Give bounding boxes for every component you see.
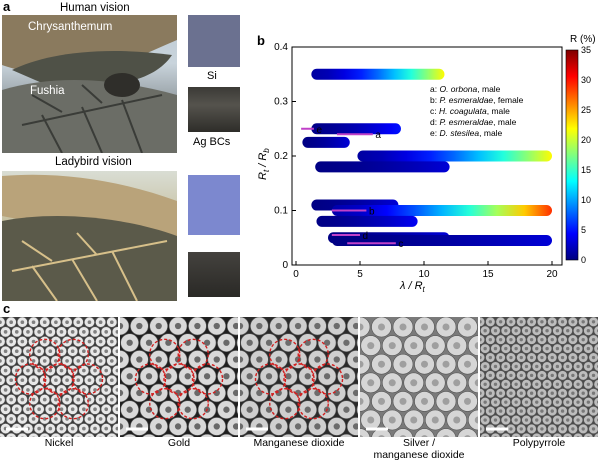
y-tick-label: 0 — [282, 260, 288, 271]
panel-a-label: a — [3, 0, 11, 14]
colorbar-tick-label: 10 — [581, 195, 591, 205]
legend-entry: a: O. orbona, male — [430, 84, 501, 94]
legend-entry: d: P. esmeraldae, male — [430, 117, 517, 127]
sem-tile — [360, 317, 478, 437]
legend-entry: b: P. esmeraldae, female — [430, 95, 524, 105]
sem-tile — [120, 317, 238, 437]
colorbar-tick-label: 25 — [581, 105, 591, 115]
caption-nickel: Nickel — [44, 437, 74, 449]
ag-bcs-label: Ag BCs — [193, 136, 231, 148]
reflectance-bar — [316, 215, 418, 227]
human-vision-leaves-photo — [2, 15, 177, 153]
si-sample-swatch — [188, 15, 240, 67]
caption-manganese-dioxide: Manganese dioxide — [253, 437, 345, 449]
y-tick-label: 0.2 — [274, 151, 288, 162]
colorbar-tick-label: 5 — [581, 225, 586, 235]
y-tick-label: 0.3 — [274, 97, 288, 108]
x-tick-label: 15 — [482, 269, 494, 280]
reflectance-bar — [331, 205, 552, 216]
colorbar-tick-label: 0 — [581, 255, 586, 265]
sem-tile — [240, 317, 358, 437]
sem-image-strip — [0, 317, 600, 437]
si-label: Si — [207, 70, 217, 82]
fushia-label: Fushia — [30, 85, 65, 97]
colorbar-tick-label: 35 — [581, 45, 591, 55]
colorbar-tick-label: 20 — [581, 135, 591, 145]
ag-bcs-ladybird-swatch — [188, 252, 240, 297]
species-marker-label: b — [369, 207, 375, 218]
y-tick-label: 0.1 — [274, 206, 288, 217]
sem-tile — [0, 317, 118, 437]
panel-c-label: c — [3, 301, 11, 316]
caption-gold: Gold — [167, 437, 191, 449]
caption-polypyrrole: Polypyrrole — [512, 437, 566, 449]
colorbar-tick-label: 15 — [581, 165, 591, 175]
colorbar-title: R (%) — [570, 34, 596, 45]
y-tick-label: 0.4 — [274, 42, 288, 53]
sem-tile — [480, 317, 598, 437]
ladybird-vision-leaves-photo — [2, 171, 177, 301]
legend-entry: c: H. coagulata, male — [430, 106, 510, 116]
reflectance-bar — [311, 123, 401, 135]
x-axis-label: λ / Rt — [399, 280, 426, 294]
species-marker-label: e — [316, 125, 322, 136]
reflectance-bar — [357, 150, 552, 162]
colorbar — [565, 49, 579, 261]
ag-bcs-sample-swatch — [188, 87, 240, 132]
species-marker-label: d — [363, 231, 369, 242]
x-tick-label: 0 — [293, 269, 299, 280]
x-tick-label: 20 — [546, 269, 558, 280]
panel-b-label: b — [257, 33, 265, 48]
reflectance-chart: a b c d e 0 5 10 15 20 0 0.1 0.2 0.3 0.4 a: O. orbon… — [257, 34, 596, 294]
reflectance-bar — [315, 161, 450, 173]
human-vision-title: Human vision — [60, 2, 130, 14]
caption-silver-line1: Silver / — [402, 437, 436, 449]
ladybird-vision-title: Ladybird vision — [55, 156, 132, 168]
species-marker-label: c — [398, 239, 403, 250]
reflectance-bar — [302, 136, 350, 148]
chrysanthemum-label: Chrysanthemum — [28, 21, 113, 33]
y-axis-label: Rt / Rb — [257, 148, 271, 180]
legend-entry: e: D. stesilea, male — [430, 128, 503, 138]
si-ladybird-swatch — [188, 175, 240, 235]
x-tick-label: 10 — [418, 269, 430, 280]
x-tick-label: 5 — [357, 269, 363, 280]
colorbar-tick-label: 30 — [581, 75, 591, 85]
reflectance-bar — [311, 68, 445, 80]
caption-silver-line2: manganese dioxide — [373, 449, 465, 461]
species-marker-label: a — [375, 130, 381, 141]
